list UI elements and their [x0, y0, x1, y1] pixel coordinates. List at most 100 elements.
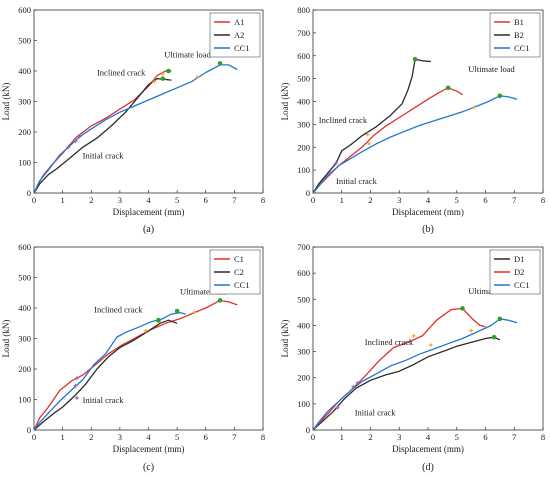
- y-tick-label: 400: [18, 66, 31, 76]
- y-tick-label: 200: [18, 364, 31, 374]
- x-tick-label: 4: [426, 432, 431, 442]
- x-tick-label: 7: [512, 195, 516, 205]
- chart-panel-1: 0 1 2 3 4 5 6 7 8 0 100 200 300 400 500 600 Displacement…: [1, 5, 265, 235]
- x-tick-label: 8: [541, 432, 545, 442]
- y-tick-label: 600: [297, 51, 310, 61]
- legend-label: CC1: [514, 280, 530, 290]
- inclined-crack-marker: [143, 328, 149, 334]
- x-tick-label: 8: [261, 195, 265, 205]
- y-tick-label: 100: [18, 395, 31, 405]
- y-tick-label: 100: [297, 165, 310, 175]
- inclined-crack-marker: [160, 71, 166, 77]
- y-axis-label: Load (kN): [280, 320, 290, 358]
- series-line-cc1: [33, 64, 238, 194]
- panel-label: (b): [422, 224, 434, 235]
- y-tick-label: 300: [18, 97, 31, 107]
- panel-label: (d): [422, 462, 434, 473]
- ultimate-load-marker: [445, 85, 451, 91]
- x-tick-label: 5: [455, 432, 459, 442]
- x-axis-label: Displacement (mm): [113, 444, 185, 454]
- annotation-label: Initial crack: [83, 151, 125, 161]
- x-tick-label: 1: [61, 432, 65, 442]
- x-tick-label: 0: [311, 432, 315, 442]
- y-tick-label: 400: [297, 97, 310, 107]
- x-tick-label: 0: [311, 195, 315, 205]
- initial-crack-marker: [77, 133, 83, 140]
- initial-crack-marker: [334, 405, 341, 411]
- x-axis-label: Displacement (mm): [392, 207, 464, 217]
- initial-crack-marker: [72, 383, 79, 389]
- ultimate-load-marker: [412, 56, 418, 62]
- y-axis-label: Load (kN): [280, 83, 290, 121]
- series-line-a1: [33, 70, 172, 194]
- chart-panel-3: 0 1 2 3 4 5 6 7 8 0 100 200 300 400 500 600 Displacement…: [1, 242, 265, 473]
- y-tick-label: 300: [297, 119, 310, 129]
- ultimate-load-marker: [497, 316, 503, 322]
- initial-crack-marker: [74, 395, 80, 401]
- x-tick-label: 3: [118, 432, 122, 442]
- series-line-c2: [33, 319, 178, 431]
- ultimate-load-marker: [217, 61, 223, 66]
- chart-panel-4: 0 1 2 3 4 5 6 7 8 0 100 200 300 400 500 600 700 Displacem…: [280, 242, 545, 473]
- ultimate-load-marker: [156, 317, 161, 323]
- y-tick-label: 0: [306, 425, 310, 435]
- x-tick-label: 0: [32, 195, 36, 205]
- ultimate-load-marker: [460, 306, 465, 311]
- legend-label: CC1: [234, 280, 250, 290]
- y-tick-label: 300: [297, 347, 310, 357]
- x-tick-label: 3: [397, 432, 401, 442]
- x-tick-label: 1: [340, 432, 344, 442]
- initial-crack-marker: [327, 170, 333, 177]
- y-tick-label: 100: [18, 158, 31, 168]
- x-tick-label: 3: [397, 195, 401, 205]
- initial-crack-marker: [65, 144, 71, 150]
- y-tick-label: 800: [297, 5, 310, 15]
- x-tick-label: 5: [455, 195, 459, 205]
- series-line-d1: [312, 336, 501, 431]
- inclined-crack-marker: [411, 333, 417, 339]
- y-tick-label: 500: [297, 74, 310, 84]
- x-tick-label: 8: [261, 432, 265, 442]
- y-tick-label: 600: [18, 5, 31, 15]
- x-tick-label: 6: [204, 432, 208, 442]
- series-line-a2: [33, 77, 172, 194]
- inclined-crack-marker: [151, 79, 157, 85]
- y-tick-label: 0: [306, 188, 310, 198]
- x-tick-label: 6: [483, 432, 487, 442]
- initial-crack-marker: [354, 380, 361, 386]
- x-tick-label: 6: [204, 195, 208, 205]
- x-tick-label: 2: [89, 195, 93, 205]
- series-line-cc1: [312, 318, 518, 431]
- initial-crack-marker: [72, 138, 79, 144]
- y-tick-label: 600: [18, 242, 31, 252]
- y-tick-label: 700: [297, 28, 310, 38]
- annotation-label: Inclined crack: [319, 115, 368, 125]
- y-tick-label: 400: [18, 303, 31, 313]
- y-tick-label: 200: [297, 373, 310, 383]
- ultimate-load-marker: [160, 76, 166, 81]
- y-tick-label: 0: [27, 188, 31, 198]
- y-axis-label: Load (kN): [1, 83, 11, 121]
- initial-crack-marker: [74, 375, 80, 381]
- legend-label: CC1: [234, 43, 250, 53]
- y-tick-label: 0: [27, 425, 31, 435]
- panel-label: (c): [143, 462, 154, 473]
- x-tick-label: 1: [61, 195, 65, 205]
- inclined-crack-marker: [365, 132, 371, 138]
- ultimate-load-marker: [166, 68, 171, 74]
- legend-label: B1: [514, 17, 524, 27]
- annotation-label: Initial crack: [355, 408, 397, 418]
- legend-label: D1: [514, 254, 524, 264]
- inclined-crack-marker: [471, 104, 477, 110]
- series-line-d2: [312, 307, 486, 431]
- x-tick-label: 4: [146, 432, 151, 442]
- y-tick-label: 500: [297, 294, 310, 304]
- y-tick-label: 500: [18, 273, 31, 283]
- y-tick-label: 200: [297, 142, 310, 152]
- y-tick-label: 100: [297, 399, 310, 409]
- chart-panel-2: 0 1 2 3 4 5 6 7 8 0 100 200 300 400 500 600 700 800 Displa…: [280, 5, 545, 235]
- y-tick-label: 200: [18, 127, 31, 137]
- y-tick-label: 500: [18, 36, 31, 46]
- inclined-crack-marker: [366, 141, 372, 147]
